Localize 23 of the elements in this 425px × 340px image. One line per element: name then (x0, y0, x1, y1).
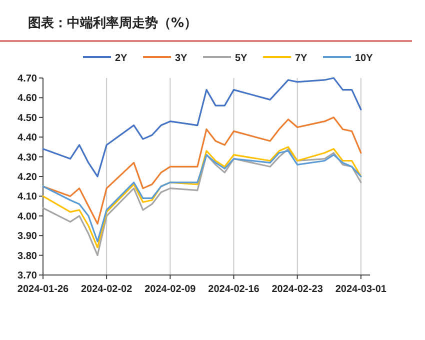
y-tick-label: 4.50 (18, 112, 38, 124)
x-tick-label: 2024-03-01 (335, 284, 387, 295)
y-tick-label: 3.70 (18, 270, 38, 282)
y-tick-label: 4.60 (18, 93, 38, 104)
legend-label: 5Y (235, 53, 248, 64)
y-tick-label: 4.40 (18, 132, 38, 144)
legend-label: 3Y (175, 53, 188, 64)
legend-label: 7Y (295, 53, 308, 64)
y-tick-label: 3.90 (18, 231, 38, 242)
y-tick-label: 3.80 (18, 250, 38, 262)
y-tick-label: 4.30 (18, 152, 38, 164)
legend-label: 10Y (355, 53, 374, 64)
y-tick-label: 4.10 (18, 192, 38, 203)
y-tick-label: 4.00 (18, 211, 38, 222)
x-tick-label: 2024-02-09 (144, 284, 196, 295)
x-tick-label: 2024-02-02 (81, 284, 133, 295)
y-tick-label: 4.20 (18, 172, 38, 183)
x-tick-label: 2024-01-26 (17, 284, 70, 295)
legend-label: 2Y (115, 53, 128, 64)
x-tick-label: 2024-02-23 (272, 284, 324, 295)
x-tick-label: 2024-02-16 (208, 284, 260, 295)
y-tick-label: 4.70 (18, 74, 38, 84)
chart-title: 图表：中端利率周走势（%） (28, 15, 198, 31)
